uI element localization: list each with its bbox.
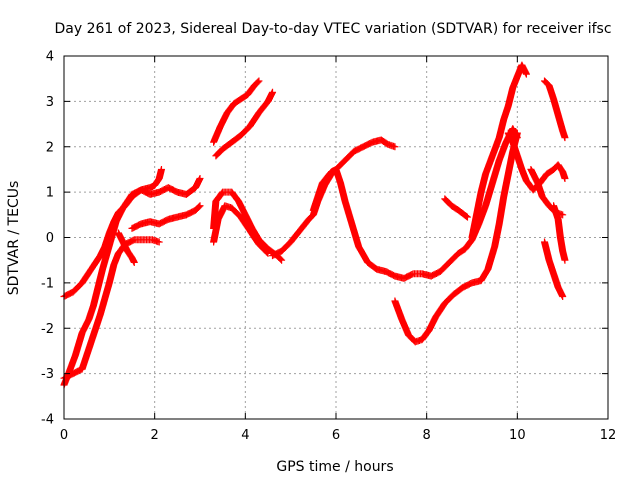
- series-arc15: [504, 129, 569, 194]
- series-markers: [210, 77, 263, 146]
- series-markers: [391, 129, 521, 346]
- series-arc6: [210, 77, 263, 146]
- series-arc13: [441, 195, 471, 221]
- series-arc7: [212, 88, 277, 160]
- y-tick-label: -2: [41, 322, 54, 337]
- series-markers: [114, 229, 138, 266]
- x-tick-label: 8: [423, 428, 431, 443]
- y-axis-label: SDTVAR / TECUs: [6, 181, 22, 296]
- series-arc9: [210, 202, 272, 257]
- series-markers: [212, 88, 277, 160]
- series-markers: [210, 202, 272, 257]
- x-tick-label: 4: [241, 428, 249, 443]
- x-tick-label: 0: [60, 428, 68, 443]
- axis-ticks: [63, 55, 609, 420]
- x-tick-label: 2: [151, 428, 159, 443]
- y-tick-label: 2: [46, 140, 54, 155]
- data-series: [60, 61, 569, 389]
- y-tick-label: -4: [41, 413, 54, 428]
- x-tick-label: 10: [509, 428, 526, 443]
- chart-title: Day 261 of 2023, Sidereal Day-to-day VTE…: [54, 21, 611, 37]
- series-arc12: [391, 129, 521, 346]
- y-tick-label: -1: [41, 276, 54, 291]
- series-markers: [269, 136, 399, 260]
- x-axis-label: GPS time / hours: [276, 459, 393, 475]
- series-markers: [468, 61, 530, 241]
- series-arc18: [550, 202, 569, 264]
- grid-lines: [64, 56, 608, 419]
- series-arc14: [468, 61, 530, 241]
- x-tick-label: 12: [600, 428, 617, 443]
- y-tick-label: 4: [46, 50, 54, 65]
- series-markers: [541, 238, 567, 300]
- y-tick-label: -3: [41, 367, 54, 382]
- series-markers: [128, 202, 204, 232]
- series-arc10: [269, 136, 399, 260]
- series-arc19: [541, 77, 569, 142]
- series-markers: [541, 77, 569, 142]
- series-markers: [550, 202, 569, 264]
- series-markers: [441, 195, 471, 221]
- y-tick-label: 1: [46, 186, 54, 201]
- series-markers: [504, 129, 569, 194]
- series-arc17: [541, 238, 567, 300]
- series-arc4: [114, 229, 138, 266]
- y-tick-label: 3: [46, 95, 54, 110]
- series-arc5: [128, 202, 204, 232]
- x-tick-label: 6: [332, 428, 340, 443]
- y-tick-label: 0: [46, 231, 54, 246]
